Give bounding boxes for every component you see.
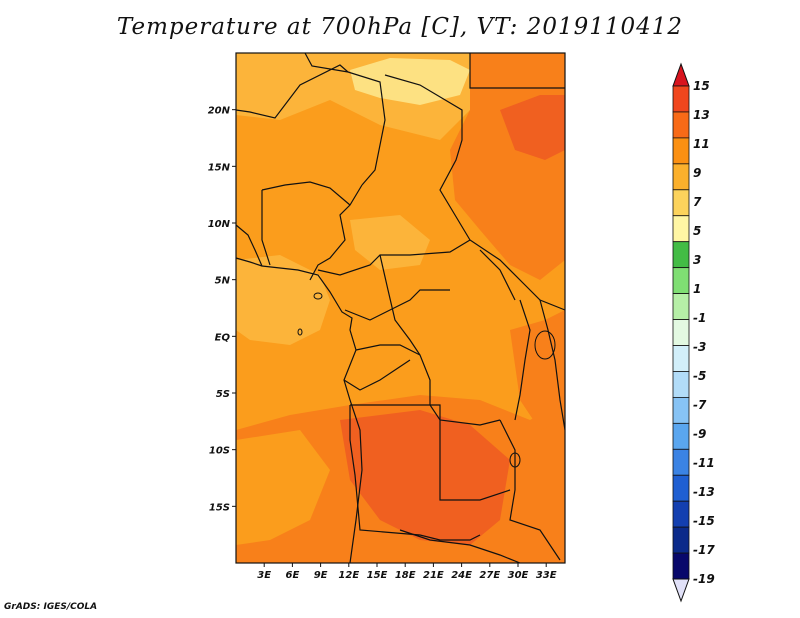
- field-patch-7-west-coast: [236, 255, 330, 345]
- field-patch-13-northeast: [500, 95, 565, 160]
- colorbar-level-label: 7: [693, 195, 702, 209]
- map-panel: 20N 15N 10N 5N EQ 5S 10S 15S 3E 6E 9E 12E 15E 18E 21E…: [208, 52, 566, 581]
- lat-label: 10N: [208, 219, 231, 230]
- colorbar-level-label: 5: [693, 224, 701, 238]
- lon-label: 30E: [508, 570, 529, 581]
- colorbar-swatch: [672, 241, 690, 269]
- colorbar-level-label: 13: [693, 108, 710, 122]
- colorbar-level-label: -11: [693, 456, 715, 470]
- colorbar-top-arrow: [672, 62, 690, 87]
- colorbar-level-label: -7: [693, 398, 707, 412]
- colorbar-level-label: 1: [693, 282, 701, 296]
- lat-label: 15N: [208, 162, 231, 173]
- field-patch-13-south: [340, 410, 510, 545]
- colorbar-level-label: -15: [693, 514, 715, 528]
- lon-label: 24E: [451, 570, 472, 581]
- colorbar-level-label: 3: [693, 253, 701, 267]
- lat-label: EQ: [215, 332, 231, 343]
- lat-label: 15S: [209, 502, 230, 513]
- colorbar-swatch: [672, 293, 690, 320]
- lat-label: 5S: [216, 389, 230, 400]
- colorbar-swatch: [672, 319, 690, 346]
- lakes: [297, 292, 556, 468]
- colorbar-level-label: 15: [693, 79, 710, 93]
- colorbar-swatch: [672, 345, 690, 372]
- latitude-axis: 20N 15N 10N 5N EQ 5S 10S 15S: [208, 106, 236, 513]
- field-patch-11-east: [510, 310, 565, 430]
- field-patch-9-southwest: [236, 430, 330, 545]
- colorbar-swatch: [672, 371, 690, 398]
- lon-label: 15E: [367, 570, 388, 581]
- lon-label: 18E: [395, 570, 416, 581]
- colorbar-swatch: [672, 552, 690, 580]
- lon-label: 27E: [479, 570, 500, 581]
- colorbar-swatch: [672, 85, 690, 113]
- colorbar-swatch: [672, 448, 690, 476]
- colorbar-level-label: -9: [693, 427, 706, 441]
- lon-label: 21E: [423, 570, 444, 581]
- lat-label: 20N: [208, 106, 231, 117]
- colorbar-swatch: [672, 163, 690, 191]
- map-title: Temperature at 700hPa [C], VT: 201911041…: [116, 14, 684, 40]
- colorbar-swatch: [672, 189, 690, 217]
- colorbar-swatch: [672, 215, 690, 243]
- colorbar-level-label: 11: [693, 137, 710, 151]
- lon-label: 33E: [536, 570, 557, 581]
- colorbar-level-label: -17: [693, 543, 715, 557]
- field-patch-5-north: [350, 58, 470, 105]
- grads-credit: GrADS: IGES/COLA: [4, 602, 98, 612]
- colorbar-level-label: -13: [693, 485, 715, 499]
- lon-label: 12E: [338, 570, 359, 581]
- colorbar-swatch: [672, 267, 690, 294]
- colorbar: 15 13 11 9 7 5 3 1 -1 -3 -5 -7 -9 -11 -13 -15 -17 -19: [672, 62, 715, 603]
- colorbar-level-label: -19: [693, 572, 715, 586]
- map-frame: [235, 52, 566, 564]
- colorbar-swatch: [672, 396, 690, 424]
- colorbar-swatch: [672, 422, 690, 450]
- longitude-axis: 3E 6E 9E 12E 15E 18E 21E 24E 27E 30E 33E: [257, 563, 557, 581]
- lat-label: 10S: [209, 446, 230, 457]
- colorbar-swatch: [672, 111, 690, 139]
- colorbar-swatch: [672, 137, 690, 165]
- lon-label: 3E: [257, 570, 271, 581]
- colorbar-swatch: [672, 500, 690, 528]
- lat-label: 5N: [215, 276, 231, 287]
- colorbar-level-label: -3: [693, 340, 706, 354]
- country-borders: [235, 52, 566, 564]
- colorbar-level-label: -5: [693, 369, 706, 383]
- field-patch-7-center: [350, 215, 430, 270]
- colorbar-swatch: [672, 474, 690, 502]
- colorbar-swatch: [672, 526, 690, 554]
- colorbar-level-label: 9: [693, 166, 701, 180]
- lon-label: 9E: [314, 570, 328, 581]
- lon-label: 6E: [286, 570, 300, 581]
- colorbar-level-label: -1: [693, 311, 706, 325]
- colorbar-bottom-arrow: [672, 578, 690, 603]
